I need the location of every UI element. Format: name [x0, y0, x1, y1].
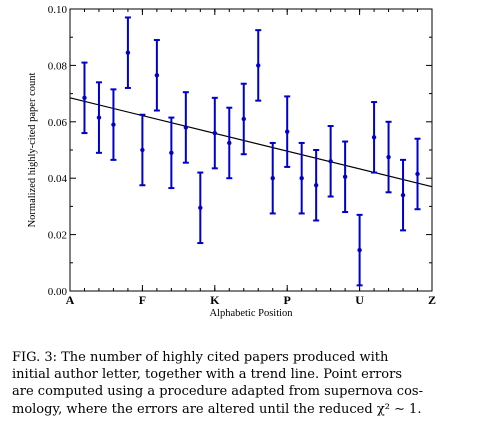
data-point	[342, 174, 348, 179]
y-axis-title: Normalized highly-cited paper count	[27, 73, 38, 228]
data-point	[111, 122, 116, 127]
data-point	[285, 129, 290, 134]
data-point	[328, 159, 333, 164]
data-points	[81, 16, 421, 287]
plot-frame	[69, 8, 433, 292]
x-axis-title: Alphabetic Position	[209, 308, 293, 319]
x-tick-label: A	[66, 293, 75, 307]
data-point	[241, 116, 246, 122]
data-point	[125, 50, 131, 55]
y-tick-label: 0.08	[48, 60, 68, 72]
x-tick-label: K	[210, 293, 220, 307]
data-point	[183, 125, 189, 130]
y-tick-label: 0.06	[48, 117, 68, 129]
data-point	[415, 171, 420, 177]
x-tick-label: F	[139, 293, 146, 307]
y-tick-label: 0.04	[48, 173, 68, 185]
y-axis: 0.00 0.02 0.04 0.06 0.08 0.10	[48, 4, 432, 298]
caption-line: are computed using a procedure adapted f…	[12, 384, 423, 400]
x-tick-label: U	[355, 293, 364, 307]
caption-line: FIG. 3: The number of highly cited paper…	[12, 350, 389, 365]
data-point	[371, 135, 377, 140]
data-point	[198, 205, 203, 211]
x-tick-label: Z	[428, 293, 436, 307]
data-point	[140, 147, 145, 153]
x-tick-label: P	[284, 293, 291, 307]
data-point	[256, 63, 261, 68]
data-point	[169, 150, 174, 156]
data-point	[270, 176, 275, 181]
data-point	[82, 95, 87, 101]
data-point	[96, 115, 102, 120]
caption-line: mology, where the errors are altered unt…	[12, 401, 422, 417]
data-point	[400, 192, 406, 198]
data-point	[212, 130, 217, 136]
y-tick-label: 0.02	[48, 230, 67, 242]
y-tick-label: 0.00	[48, 286, 68, 298]
data-point	[313, 183, 319, 188]
caption-line: initial author letter, together with a t…	[12, 367, 403, 383]
data-point	[154, 73, 160, 78]
data-point	[227, 140, 232, 146]
data-point	[386, 154, 391, 160]
figure-caption: FIG. 3: The number of highly cited paper…	[12, 349, 486, 418]
data-point	[299, 176, 304, 181]
chart: 0.00 0.02 0.04 0.06 0.08 0.10 A F K P U Z Normaliz…	[27, 4, 436, 319]
data-point	[357, 247, 362, 253]
trend-line	[69, 97, 433, 188]
y-tick-label: 0.10	[48, 4, 68, 16]
